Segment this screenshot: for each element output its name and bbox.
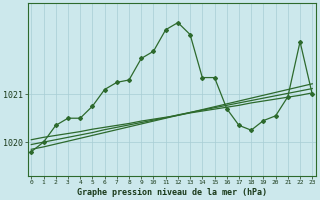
X-axis label: Graphe pression niveau de la mer (hPa): Graphe pression niveau de la mer (hPa) [77,188,267,197]
